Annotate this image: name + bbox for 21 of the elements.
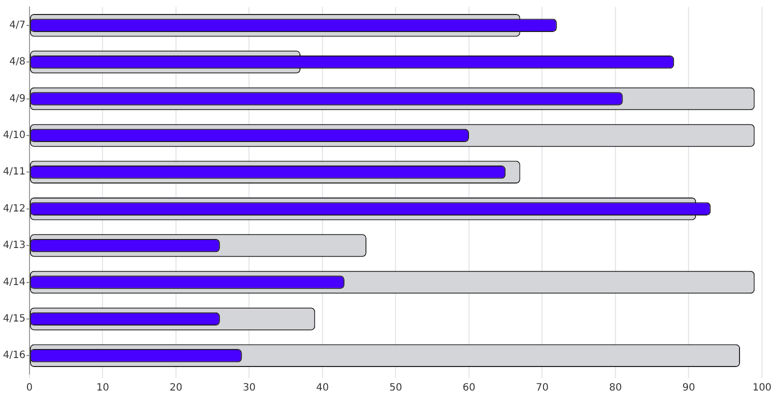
y-tick-label: 4/7 [9,20,26,31]
y-tick-label: 4/9 [9,93,26,104]
y-tick-label: 4/8 [9,56,26,68]
y-tick-label: 4/10 [2,130,26,142]
x-tick-label: 90 [682,382,696,394]
y-tick-label: 4/12 [2,203,26,214]
x-tick-label: 100 [752,382,772,394]
x-tick-label: 40 [316,382,329,394]
x-tick-label: 20 [170,382,182,394]
y-tick-label: 4/13 [2,240,26,252]
x-tick-label: 80 [609,382,622,394]
y-tick-label: 4/15 [2,314,26,325]
x-tick-label: 50 [389,382,402,394]
y-tick-label: 4/14 [2,276,26,288]
y-tick-label: 4/16 [2,350,26,362]
x-tick-label: 60 [462,382,476,394]
x-tick-label: 30 [242,382,256,394]
x-tick-label: 70 [536,382,549,394]
y-tick-label: 4/11 [2,166,26,178]
x-tick-label: 0 [26,382,33,394]
x-tick-label: 10 [96,382,110,394]
